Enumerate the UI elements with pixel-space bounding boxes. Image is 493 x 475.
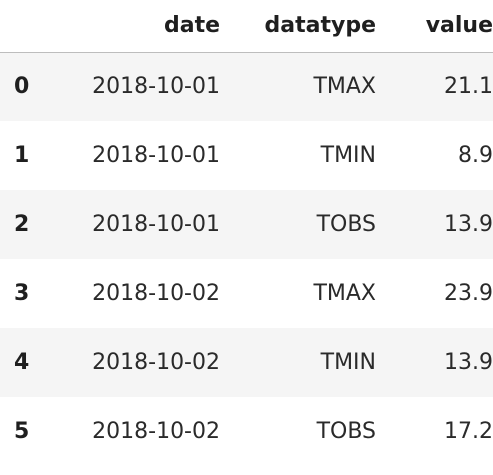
cell-value: 8.9 bbox=[458, 143, 493, 168]
table-row: 1 2018-10-01 TMIN 8.9 bbox=[0, 121, 493, 190]
row-index: 4 bbox=[14, 350, 30, 375]
cell-datatype: TMIN bbox=[320, 350, 376, 375]
column-header-date: date bbox=[163, 13, 220, 39]
header-row: date datatype value bbox=[0, 0, 493, 52]
row-index: 2 bbox=[14, 212, 30, 237]
table-body: 0 2018-10-01 TMAX 21.1 1 2018-10-01 TMIN… bbox=[0, 52, 493, 466]
table-row: 4 2018-10-02 TMIN 13.9 bbox=[0, 328, 493, 397]
cell-datatype: TOBS bbox=[316, 212, 376, 237]
cell-date: 2018-10-02 bbox=[92, 281, 220, 306]
column-header-datatype: datatype bbox=[264, 13, 376, 39]
table-row: 2 2018-10-01 TOBS 13.9 bbox=[0, 190, 493, 259]
cell-date: 2018-10-01 bbox=[92, 74, 220, 100]
cell-value: 21.1 bbox=[444, 74, 493, 100]
cell-datatype: TOBS bbox=[316, 419, 376, 444]
table-row: 5 2018-10-02 TOBS 17.2 bbox=[0, 397, 493, 466]
column-header-value: value bbox=[425, 13, 493, 39]
cell-value: 13.9 bbox=[444, 212, 493, 237]
row-index: 0 bbox=[14, 74, 30, 100]
cell-datatype: TMAX bbox=[313, 74, 376, 100]
row-index: 5 bbox=[14, 419, 30, 444]
cell-date: 2018-10-01 bbox=[92, 212, 220, 237]
table-row: 3 2018-10-02 TMAX 23.9 bbox=[0, 259, 493, 328]
table-header: date datatype value bbox=[0, 0, 493, 52]
cell-datatype: TMIN bbox=[320, 143, 376, 168]
row-index: 3 bbox=[14, 281, 30, 306]
cell-date: 2018-10-01 bbox=[92, 143, 220, 168]
cell-value: 17.2 bbox=[444, 419, 493, 444]
cell-value: 13.9 bbox=[444, 350, 493, 375]
index-header bbox=[0, 0, 48, 52]
cell-datatype: TMAX bbox=[313, 281, 376, 306]
row-index: 1 bbox=[14, 143, 30, 168]
cell-date: 2018-10-02 bbox=[92, 350, 220, 375]
cell-value: 23.9 bbox=[444, 281, 493, 306]
cell-date: 2018-10-02 bbox=[92, 419, 220, 444]
table-row: 0 2018-10-01 TMAX 21.1 bbox=[0, 52, 493, 121]
